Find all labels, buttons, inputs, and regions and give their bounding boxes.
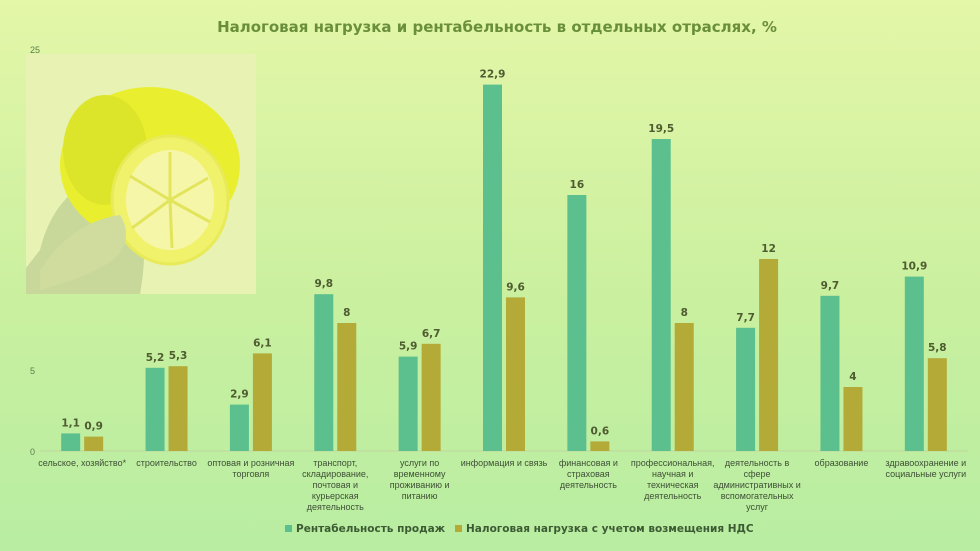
data-label: 6,1 xyxy=(253,337,272,349)
bar-profitability xyxy=(483,84,502,451)
data-label: 5,2 xyxy=(146,352,165,364)
data-label: 10,9 xyxy=(901,261,927,273)
bar-tax-burden xyxy=(590,441,610,451)
bars-layer xyxy=(61,84,947,451)
category-label: здравоохранение и социальные услуги xyxy=(885,458,966,479)
bar-profitability xyxy=(314,294,334,451)
bar-tax-burden xyxy=(506,297,525,451)
bar-profitability xyxy=(904,276,924,451)
data-label: 9,8 xyxy=(314,278,333,290)
bar-tax-burden xyxy=(337,323,357,451)
category-label: сельское, хозяйство* xyxy=(38,458,126,468)
chart-title: Налоговая нагрузка и рентабельность в от… xyxy=(217,18,777,36)
data-label: 0,6 xyxy=(591,425,610,437)
y-tick-label: 0 xyxy=(30,447,35,457)
category-label: оптовая и розничная торговля xyxy=(207,458,294,479)
category-label: финансовая и страховая деятельность xyxy=(559,458,618,490)
bar-profitability xyxy=(229,404,249,451)
legend-swatch-profitability xyxy=(285,525,292,532)
bar-profitability xyxy=(61,433,81,451)
data-label: 0,9 xyxy=(84,421,103,433)
legend-swatch-tax-burden xyxy=(455,525,462,532)
bar-tax-burden xyxy=(168,366,188,451)
bar-tax-burden xyxy=(843,387,863,451)
legend: Рентабельность продаж Налоговая нагрузка… xyxy=(285,523,754,535)
bar-tax-burden xyxy=(927,358,947,451)
data-label: 16 xyxy=(570,179,585,191)
data-label: 1,1 xyxy=(61,417,80,429)
category-label: деятельность в сфере административных и всп… xyxy=(713,458,800,512)
category-label: информация и связь xyxy=(461,458,548,468)
category-label: транспорт, складирование, почтовая и курьер… xyxy=(302,458,368,512)
data-label: 6,7 xyxy=(422,328,441,340)
bar-profitability xyxy=(398,356,418,451)
category-labels-layer: сельское, хозяйство* строительство оптовая… xyxy=(38,458,966,512)
bar-profitability xyxy=(145,367,165,451)
bar-profitability xyxy=(820,295,840,451)
lemon-photo xyxy=(26,54,256,294)
data-label: 4 xyxy=(849,371,856,383)
bar-tax-burden xyxy=(759,259,779,451)
bar-tax-burden xyxy=(421,343,441,451)
data-label: 8 xyxy=(681,307,688,319)
data-label: 5,9 xyxy=(399,341,418,353)
bar-tax-burden xyxy=(674,323,694,451)
category-label: образование xyxy=(815,458,869,468)
y-tick-label: 25 xyxy=(30,45,40,55)
legend-label-profitability: Рентабельность продаж xyxy=(296,523,446,535)
bar-tax-burden xyxy=(84,436,104,451)
y-tick-label: 5 xyxy=(30,366,35,376)
bar-profitability xyxy=(736,327,756,451)
category-label: услуги по временному проживанию и питанию xyxy=(390,458,450,501)
data-label: 8 xyxy=(343,307,350,319)
category-label: профессиональная, научная и техническая дея… xyxy=(631,458,715,501)
data-label: 9,6 xyxy=(506,281,525,293)
bar-tax-burden xyxy=(252,353,272,451)
data-label: 5,8 xyxy=(928,342,947,354)
data-label: 7,7 xyxy=(736,312,755,324)
data-label: 19,5 xyxy=(648,123,674,135)
data-labels-layer: 1,1 0,9 5,2 5,3 2,9 6,1 9,8 8 5,9 6,7 22,9 9,6 16 0,6… xyxy=(61,69,946,438)
bar-profitability xyxy=(567,195,587,451)
bar-profitability xyxy=(651,139,671,451)
category-label: строительство xyxy=(136,458,197,468)
data-label: 22,9 xyxy=(480,69,506,81)
legend-label-tax-burden: Налоговая нагрузка с учетом возмещения Н… xyxy=(466,523,754,535)
data-label: 5,3 xyxy=(169,350,188,362)
data-label: 2,9 xyxy=(230,389,249,401)
data-label: 12 xyxy=(761,243,776,255)
data-label: 9,7 xyxy=(821,280,840,292)
